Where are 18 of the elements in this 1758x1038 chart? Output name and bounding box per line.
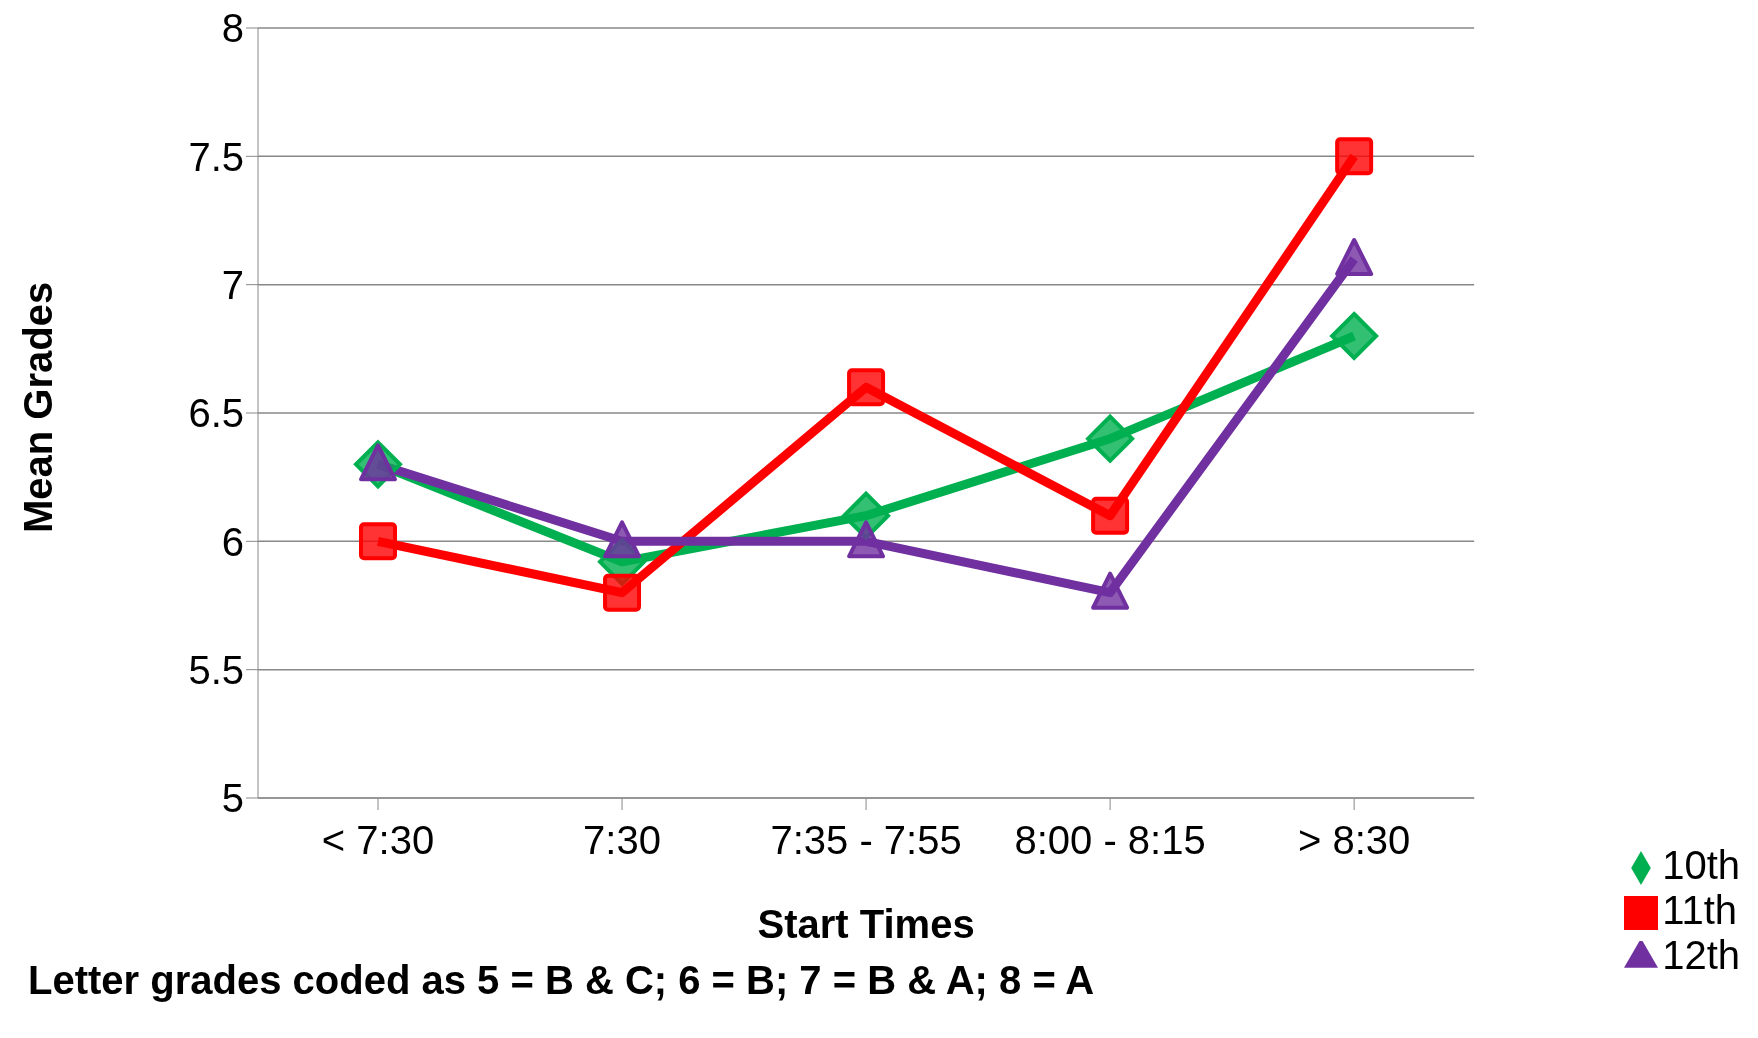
legend-label: 10th <box>1662 843 1740 887</box>
legend-label: 12th <box>1662 933 1740 977</box>
y-tick-label: 6.5 <box>188 391 244 436</box>
x-tick-label: 7:35 - 7:55 <box>770 818 962 863</box>
y-axis-title: Mean Grades <box>16 281 61 533</box>
x-tick-label: < 7:30 <box>321 818 435 863</box>
y-tick-label: 5 <box>221 776 244 821</box>
x-axis-title: Start Times <box>757 902 975 946</box>
x-tick-label: > 8:30 <box>1297 818 1411 863</box>
x-tick-label: 8:00 - 8:15 <box>1014 818 1206 863</box>
y-tick-label: 7.5 <box>188 134 244 179</box>
y-tick-label: 7 <box>221 262 244 307</box>
text: Letter grades coded as 5 = B & C; 6 = B; 7 = B & A; 8 = A <box>28 958 1095 1002</box>
y-tick-label: 6 <box>221 519 244 564</box>
y-tick-label: 8 <box>221 6 244 51</box>
x-tick-label: 7:30 <box>583 818 661 863</box>
legend-label: 11th <box>1662 888 1738 932</box>
y-tick-label: 5.5 <box>188 647 244 692</box>
